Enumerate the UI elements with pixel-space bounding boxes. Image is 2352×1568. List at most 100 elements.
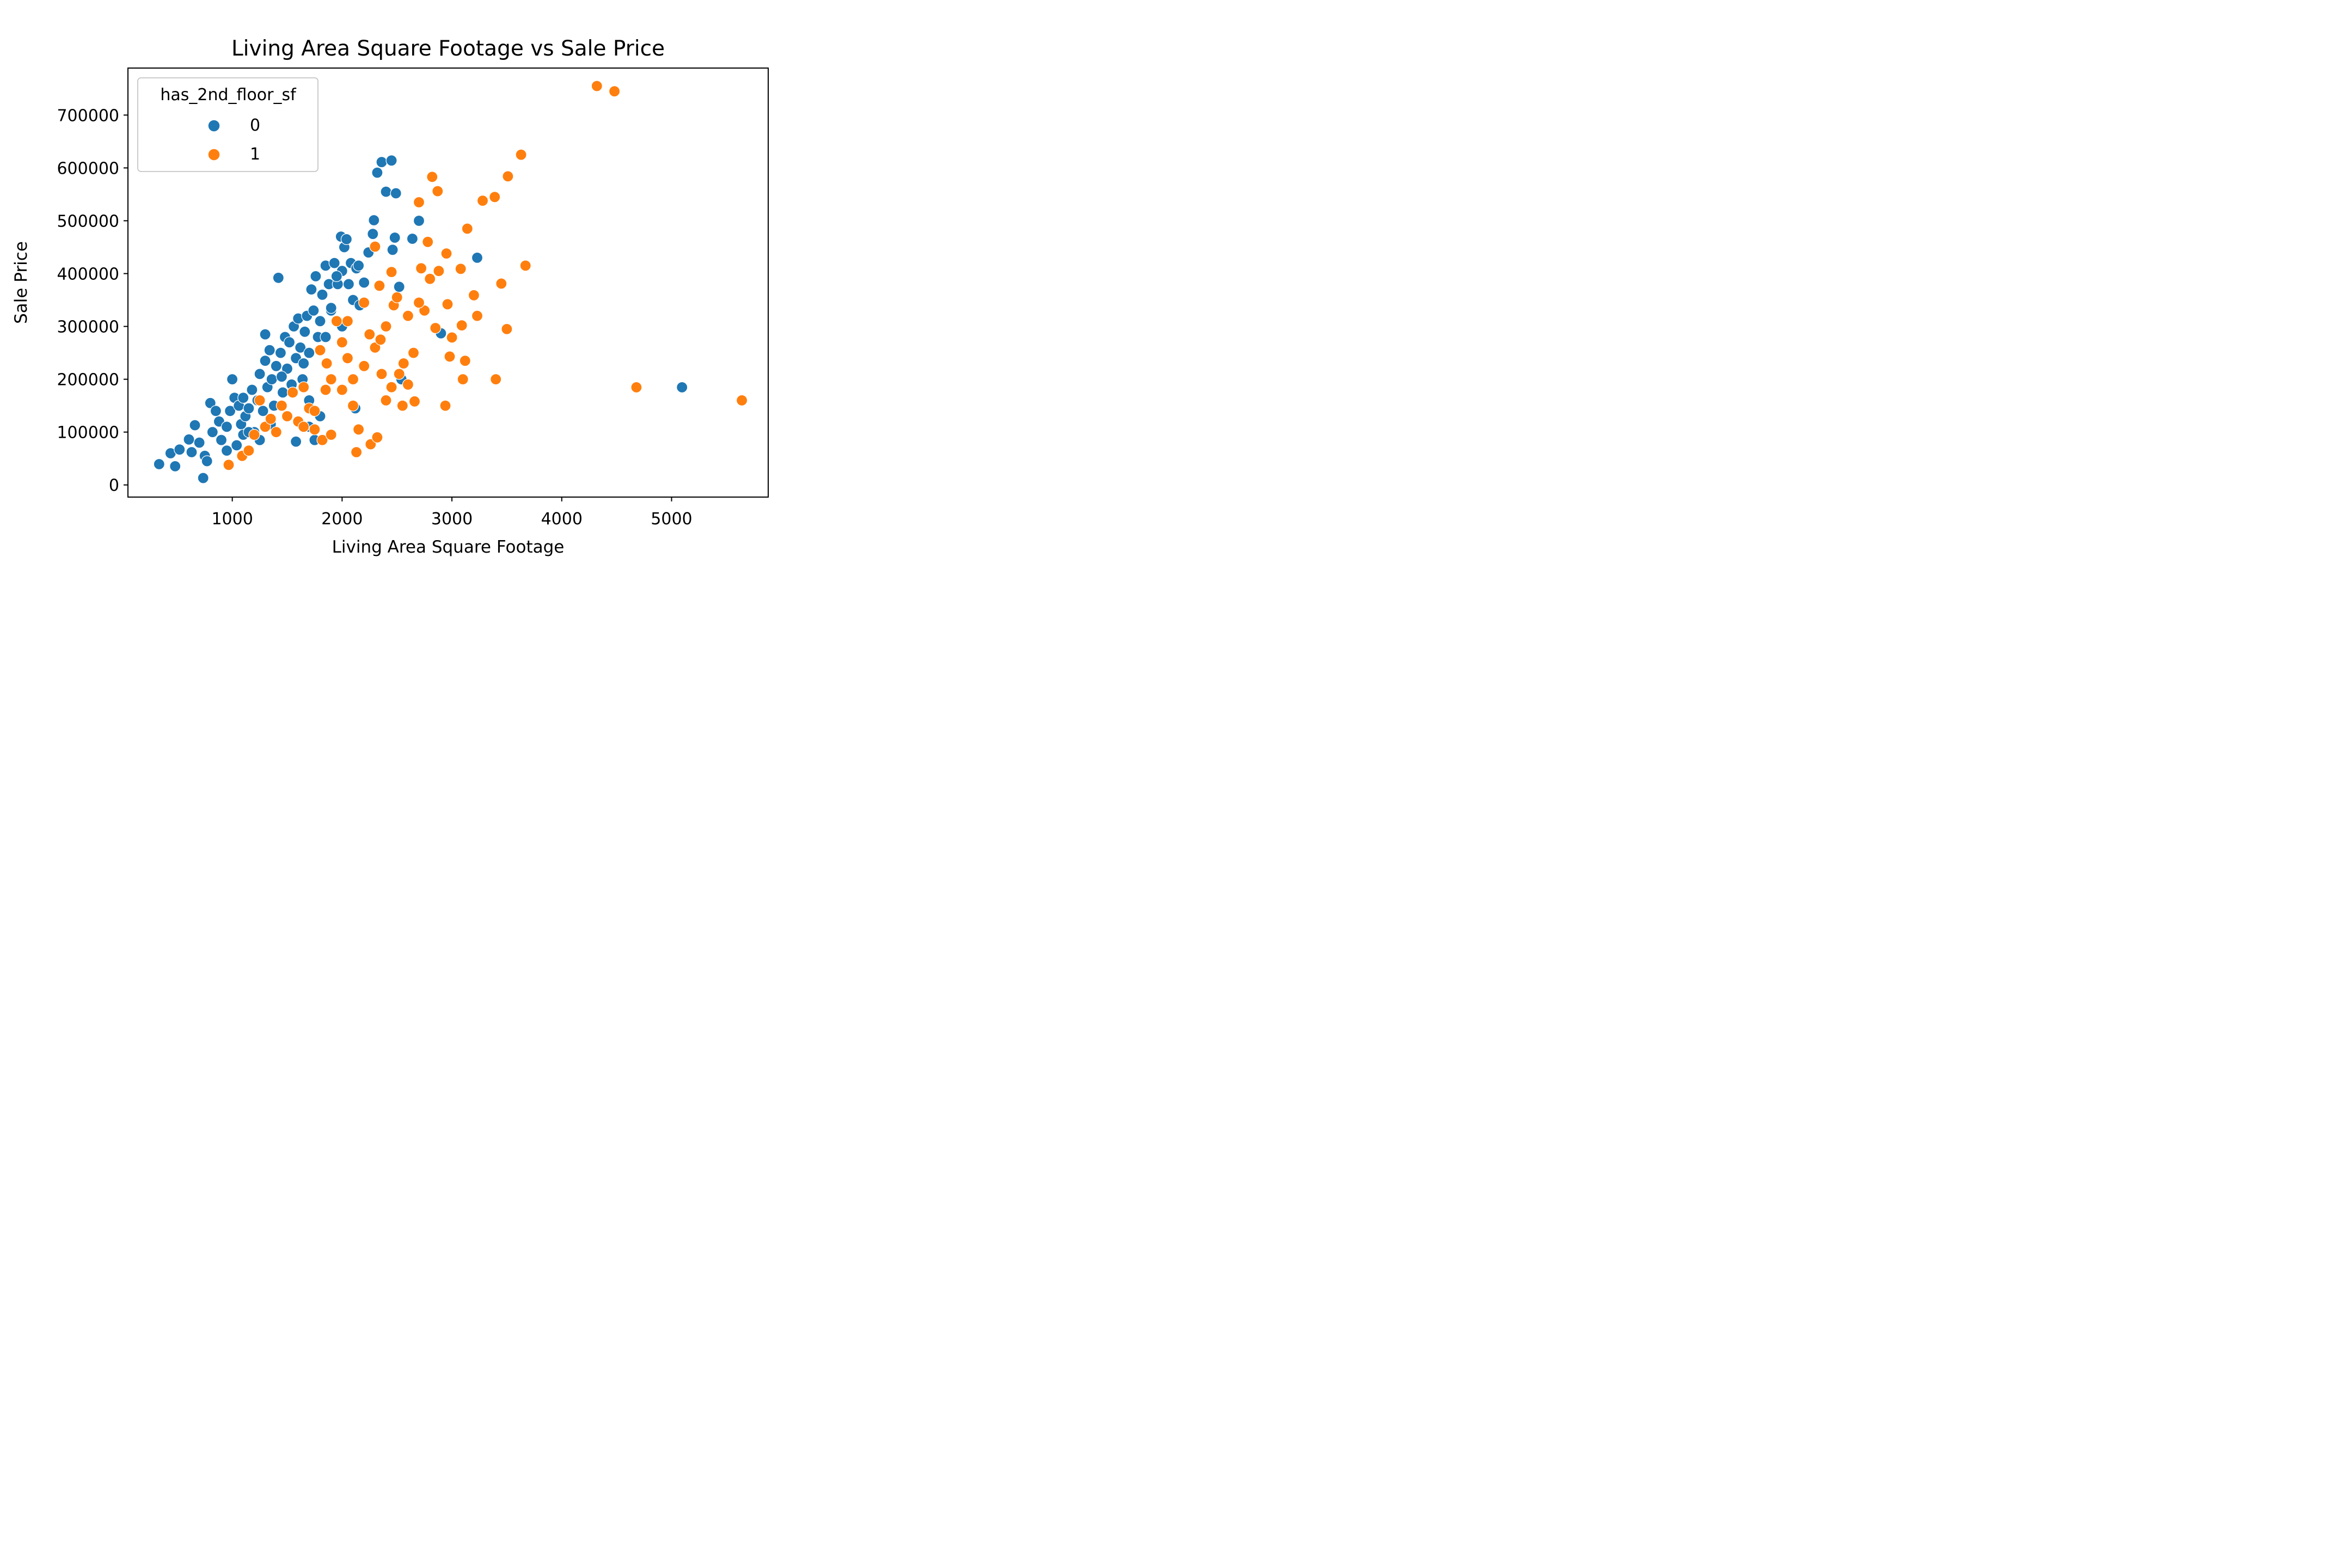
point-series-1-54 [446, 332, 458, 344]
point-series-0-5 [186, 446, 198, 458]
point-series-1-8 [275, 400, 288, 412]
point-series-1-43 [418, 304, 431, 317]
point-series-0-54 [310, 270, 322, 282]
x-tick-label-3: 4000 [541, 510, 583, 529]
point-series-1-52 [442, 298, 454, 310]
point-series-0-25 [243, 402, 255, 414]
y-tick-label-0: 0 [109, 476, 119, 495]
point-series-1-84 [402, 310, 414, 322]
point-series-0-41 [281, 363, 293, 375]
point-series-0-18 [226, 373, 238, 385]
point-series-0-6 [189, 419, 201, 431]
legend-marker-1 [207, 148, 220, 161]
point-series-0-11 [204, 397, 216, 409]
point-series-1-29 [371, 431, 383, 443]
x-tick-label-0: 1000 [211, 510, 253, 529]
point-series-1-45 [424, 273, 436, 285]
legend-title: has_2nd_floor_sf [160, 85, 297, 105]
point-series-1-53 [444, 351, 456, 363]
point-series-1-49 [433, 265, 445, 277]
point-series-1-83 [375, 334, 387, 346]
point-series-1-73 [736, 394, 748, 407]
point-series-1-35 [391, 291, 403, 303]
point-series-1-15 [314, 344, 326, 356]
point-series-0-88 [471, 252, 483, 264]
point-series-1-57 [457, 373, 469, 385]
point-series-1-26 [364, 328, 376, 340]
point-series-1-87 [320, 384, 332, 396]
point-series-1-5 [259, 421, 271, 433]
point-series-1-4 [254, 394, 266, 407]
x-axis-label: Living Area Square Footage [332, 537, 565, 557]
point-series-1-6 [265, 413, 277, 425]
point-series-0-56 [314, 315, 326, 327]
legend-label-1: 1 [250, 145, 260, 164]
point-series-1-20 [336, 336, 348, 348]
point-series-0-36 [270, 360, 282, 372]
point-series-1-17 [321, 357, 333, 370]
point-series-0-74 [367, 228, 379, 240]
point-series-1-72 [630, 381, 642, 394]
point-series-1-32 [380, 320, 392, 333]
point-series-1-7 [270, 426, 282, 438]
point-series-1-68 [515, 149, 527, 161]
point-series-1-79 [325, 373, 337, 385]
y-tick-label-4: 400000 [57, 265, 119, 284]
point-series-0-10 [201, 455, 213, 467]
point-series-1-69 [519, 260, 531, 272]
point-series-0-30 [257, 405, 269, 417]
point-series-0-83 [393, 281, 405, 293]
point-series-1-85 [385, 381, 397, 393]
point-series-0-89 [676, 381, 688, 394]
point-series-0-33 [264, 344, 275, 356]
y-tick-label-6: 600000 [57, 159, 119, 178]
point-series-0-53 [308, 304, 320, 317]
point-series-1-23 [350, 446, 363, 458]
point-series-0-34 [266, 373, 278, 385]
legend-marker-0 [207, 119, 220, 132]
point-series-1-36 [393, 368, 405, 380]
point-series-1-75 [369, 341, 381, 354]
point-series-1-58 [459, 354, 471, 367]
point-series-1-47 [430, 322, 442, 334]
point-series-1-42 [415, 262, 427, 274]
point-series-0-99 [259, 328, 271, 340]
point-series-1-70 [591, 80, 603, 92]
point-series-0-82 [390, 187, 402, 199]
point-series-1-21 [341, 352, 354, 364]
point-series-1-37 [397, 357, 409, 370]
y-axis-ticks: 0 100000 200000 300000 400000 500000 600000 700… [57, 106, 128, 495]
x-tick-label-2: 3000 [431, 510, 473, 529]
point-series-1-16 [316, 434, 328, 446]
point-series-1-48 [432, 185, 444, 197]
point-series-0-102 [325, 302, 337, 314]
point-series-0-61 [328, 257, 340, 269]
point-series-1-22 [347, 373, 359, 385]
point-series-1-41 [413, 196, 425, 209]
point-series-1-28 [369, 241, 381, 253]
point-series-0-39 [277, 387, 289, 399]
point-series-1-74 [347, 400, 359, 412]
point-series-0-8 [197, 472, 209, 484]
point-series-0-31 [259, 354, 271, 367]
point-series-0-105 [320, 331, 332, 343]
point-series-0-67 [342, 278, 355, 290]
point-series-0-90 [290, 436, 302, 448]
point-series-0-75 [368, 214, 380, 226]
y-tick-label-2: 200000 [57, 371, 119, 390]
point-series-0-15 [215, 434, 228, 446]
point-series-0-29 [254, 368, 266, 380]
point-series-1-46 [426, 171, 438, 183]
point-series-1-3 [248, 428, 260, 441]
point-series-0-52 [305, 283, 317, 296]
point-series-1-60 [468, 289, 480, 301]
point-series-1-65 [495, 278, 507, 290]
point-series-0-20 [231, 439, 243, 451]
point-series-0-23 [237, 391, 249, 404]
point-series-1-80 [309, 405, 321, 417]
point-series-0-101 [298, 357, 310, 370]
point-series-0-4 [183, 433, 195, 445]
point-series-1-88 [341, 315, 354, 327]
point-series-0-13 [210, 405, 222, 417]
point-series-1-59 [461, 223, 473, 235]
